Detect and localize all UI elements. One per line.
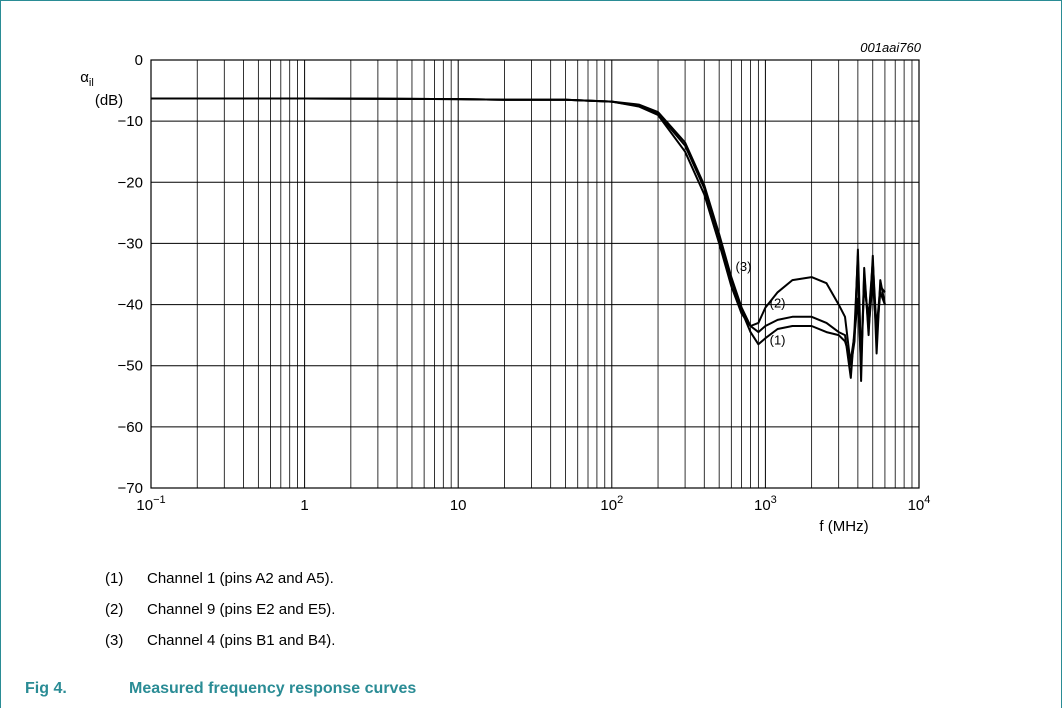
y-tick-label: −40 [118, 297, 143, 314]
x-tick-base: 1 [300, 497, 308, 514]
x-tick-label: 102 [600, 494, 623, 514]
y-tick-label: −50 [118, 358, 143, 375]
y-tick-label: −10 [118, 113, 143, 130]
x-tick-exponent: 2 [617, 494, 623, 506]
figure-number: Fig 4. [25, 680, 67, 697]
x-tick-label: 10−1 [136, 494, 165, 514]
x-tick-label: 103 [754, 494, 777, 514]
series-label: (3) [736, 259, 752, 274]
series-label: (2) [770, 296, 786, 311]
y-axis-symbol: α [80, 69, 89, 86]
frequency-response-chart: 001aai760 αil (dB) f (MHz) 0 −10 −20 −30 −40… [80, 40, 930, 535]
y-tick-label: 0 [135, 52, 143, 69]
x-tick-label: 104 [908, 494, 931, 514]
series-label: (1) [770, 332, 786, 347]
x-axis-label: f (MHz) [819, 518, 868, 535]
figure-title: Measured frequency response curves [129, 680, 417, 697]
y-tick-label: −30 [118, 235, 143, 252]
series-line [151, 97, 886, 367]
y-axis-unit: (dB) [95, 92, 123, 109]
legend-number: (2) [105, 601, 124, 618]
x-tick-exponent: 4 [924, 494, 930, 506]
legend-number: (3) [105, 632, 124, 649]
x-tick-label: 10 [450, 497, 467, 514]
y-tick-label: −20 [118, 174, 143, 191]
y-axis-subscript: il [89, 77, 94, 89]
legend-text: Channel 4 (pins B1 and B4). [147, 632, 336, 649]
chart-grid [150, 59, 920, 489]
x-tick-exponent: 3 [771, 494, 777, 506]
figure-ref-code: 001aai760 [860, 40, 921, 55]
chart-curves [151, 97, 886, 382]
x-tick-base: 10 [600, 497, 617, 514]
x-tick-label: 1 [300, 497, 308, 514]
x-tick-exponent: −1 [153, 494, 166, 506]
chart-text: 001aai760 αil (dB) f (MHz) 0 −10 −20 −30 −40… [80, 40, 930, 535]
legend-text: Channel 1 (pins A2 and A5). [147, 570, 334, 587]
x-tick-base: 10 [754, 497, 771, 514]
x-tick-base: 10 [136, 497, 153, 514]
y-tick-label: −70 [118, 480, 143, 497]
x-tick-base: 10 [450, 497, 467, 514]
y-axis-label: αil [80, 69, 94, 89]
x-tick-base: 10 [908, 497, 925, 514]
y-tick-label: −60 [118, 419, 143, 436]
series-line [151, 97, 886, 367]
legend-text: Channel 9 (pins E2 and E5). [147, 601, 336, 618]
legend-number: (1) [105, 570, 124, 587]
plot-frame [150, 59, 920, 489]
